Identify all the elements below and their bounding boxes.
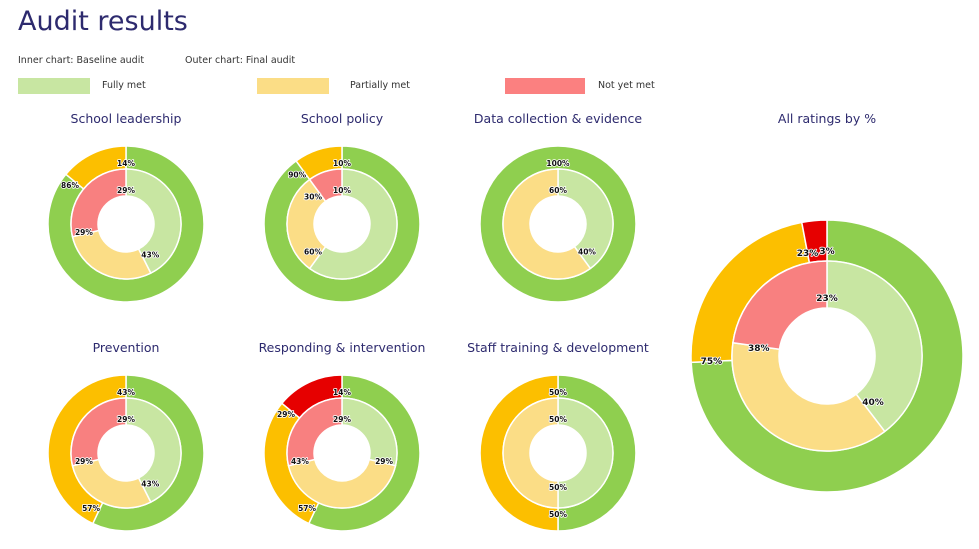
donut-school-leadership: 86% 14% 43% 29% 29% (46, 144, 206, 304)
inner-label-fully: 50% (549, 483, 567, 492)
inner-label-partial: 43% (291, 457, 309, 466)
inner-label-not: 10% (333, 186, 351, 195)
outer-label-partial: 23% (797, 249, 819, 259)
chart-title-staff-training: Staff training & development (458, 340, 658, 355)
inner-label-fully: 60% (304, 248, 322, 257)
chart-title-all-ratings: All ratings by % (747, 111, 907, 126)
inner-label-not: 29% (117, 415, 135, 424)
legend-label-not-yet-met: Not yet met (598, 80, 655, 91)
inner-label-partial: 38% (748, 344, 770, 354)
outer-label-partial: 10% (333, 159, 351, 168)
inner-label-not: 23% (816, 294, 838, 304)
inner-label-fully: 43% (141, 250, 159, 259)
donut-school-policy: 90% 10% 60% 30% 10% (262, 144, 422, 304)
outer-label-not: 3% (819, 247, 834, 257)
legend-swatch-partially-met (257, 78, 329, 94)
inner-label-partial: 30% (304, 192, 322, 201)
outer-label-partial: 43% (117, 388, 135, 397)
donut-responding: 57% 29% 14% 29% 43% 29% (262, 373, 422, 533)
inner-chart-note: Inner chart: Baseline audit (18, 55, 144, 66)
chart-title-school-leadership: School leadership (46, 111, 206, 126)
chart-title-responding: Responding & intervention (242, 340, 442, 355)
inner-label-fully: 40% (578, 248, 596, 257)
donut-all-ratings: 75%23%3%40%38%23% (689, 218, 965, 494)
inner-label-fully: 43% (141, 479, 159, 488)
outer-label-fully: 57% (298, 504, 316, 513)
inner-label-not: 29% (117, 186, 135, 195)
outer-label-partial: 29% (277, 410, 295, 419)
chart-title-data-collection: Data collection & evidence (458, 111, 658, 126)
legend-swatch-not-yet-met (505, 78, 585, 94)
legend-swatch-fully-met (18, 78, 90, 94)
outer-label-partial: 14% (117, 159, 135, 168)
outer-label-fully: 75% (701, 357, 723, 367)
inner-label-fully: 40% (862, 398, 884, 408)
outer-chart-note: Outer chart: Final audit (185, 55, 295, 66)
outer-label-not: 14% (333, 388, 351, 397)
outer-label-fully: 90% (288, 171, 306, 180)
inner-label-partial: 29% (75, 457, 93, 466)
outer-label-fully: 57% (82, 504, 100, 513)
outer-label-fully: 50% (549, 510, 567, 519)
donut-prevention: 57% 43% 43% 29% 29% (46, 373, 206, 533)
chart-title-prevention: Prevention (46, 340, 206, 355)
donut-data-collection: 100% 40% 60% (478, 144, 638, 304)
outer-label-partial: 50% (549, 388, 567, 397)
inner-label-partial: 29% (75, 228, 93, 237)
legend-label-fully-met: Fully met (102, 80, 146, 91)
inner-label-partial: 50% (549, 415, 567, 424)
inner-label-fully: 29% (375, 457, 393, 466)
inner-label-not: 29% (333, 415, 351, 424)
outer-label-fully: 100% (546, 159, 570, 168)
outer-label-fully: 86% (61, 181, 79, 190)
inner-label-partial: 60% (549, 186, 567, 195)
chart-title-school-policy: School policy (262, 111, 422, 126)
donut-staff-training: 50% 50% 50% 50% (478, 373, 638, 533)
legend-label-partially-met: Partially met (350, 80, 410, 91)
page-title: Audit results (18, 6, 188, 37)
